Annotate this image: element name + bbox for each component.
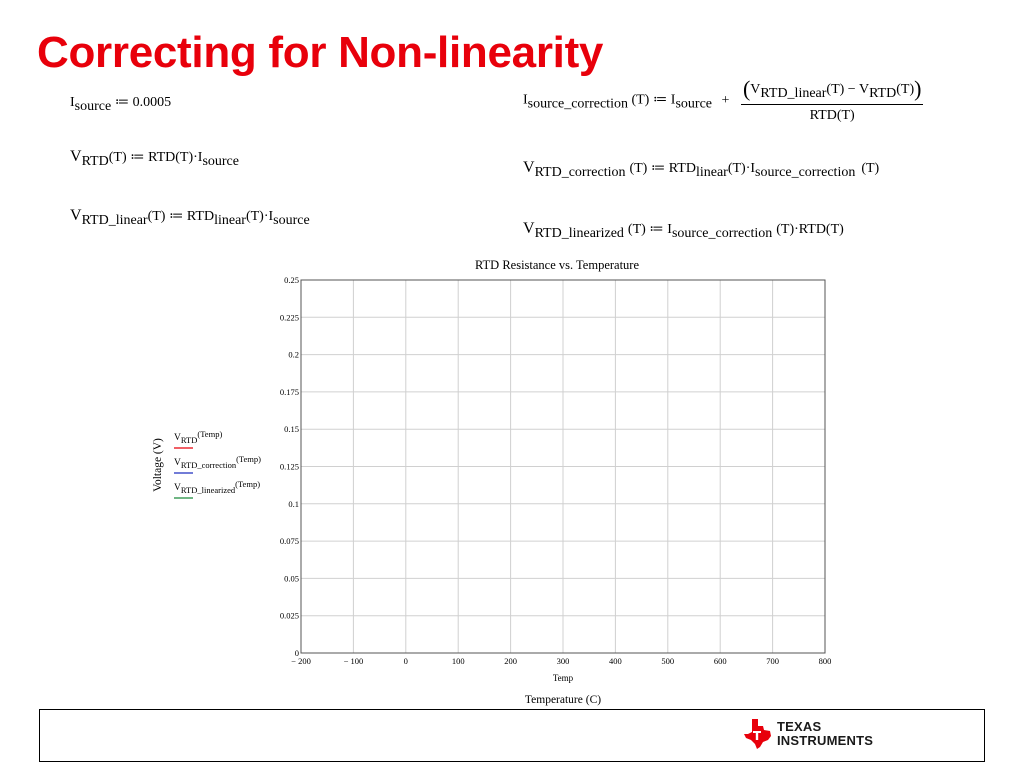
x-tick-label: 800	[819, 656, 832, 666]
chart-grid	[301, 280, 825, 653]
eq-base: V	[70, 207, 82, 224]
eq-mid-sub: linear	[695, 165, 728, 180]
eq-mid: (T) ≔ I	[627, 222, 672, 237]
x-tick-label: − 100	[344, 656, 364, 666]
legend-entry: VRTD(Temp)	[174, 429, 222, 449]
eq-sub: RTD_correction	[534, 165, 626, 180]
x-tick-label: − 200	[291, 656, 311, 666]
eq-num-v1-sub: RTD_linear	[760, 86, 827, 101]
y-tick-label: 0.125	[280, 462, 299, 472]
eq-rhs: (T) ≔ RTD(T)·I	[108, 150, 203, 165]
x-tick-label: 500	[661, 656, 674, 666]
ti-logo: Texas Instruments	[743, 718, 873, 750]
eq-base: I	[70, 95, 75, 110]
x-tick-label: 200	[504, 656, 517, 666]
legend-entry: VRTD_correction(Temp)	[174, 454, 261, 474]
eq-numerator: (VRTD_linear(T) − VRTD(T))	[740, 76, 924, 105]
eq-num-mid: (T) − V	[826, 82, 870, 97]
x-tick-label: 600	[714, 656, 727, 666]
eq-mid-sub: linear	[214, 213, 246, 228]
legend-entry: VRTD_linearized(Temp)	[174, 479, 260, 499]
y-axis-label: Voltage (V)	[152, 438, 164, 492]
y-tick-label: 0.05	[284, 573, 299, 583]
y-tick-label: 0.1	[288, 499, 299, 509]
eq-paren-open: (	[742, 76, 751, 101]
y-tick-label: 0.2	[288, 350, 299, 360]
eq-rhs-sub: source	[202, 154, 239, 169]
eq-num-v2-sub: RTD	[869, 86, 897, 101]
x-tick-labels: − 200 − 100 0 100 200 300 400 500 600 700 800	[291, 656, 831, 666]
eq-rhs: (T)·RTD(T)	[776, 222, 844, 237]
eq-sub: RTD_linear	[81, 213, 148, 228]
y-tick-label: 0.25	[284, 275, 299, 285]
chart-title: RTD Resistance vs. Temperature	[475, 258, 640, 272]
y-tick-labels: 0 0.025 0.05 0.075 0.1 0.125 0.15 0.175 0.2 0.225…	[280, 275, 299, 658]
equation-v-rtd-linearized: VRTD_linearized (T) ≔ Isource_correction(…	[523, 221, 844, 241]
legend-label: VRTD_linearized(Temp)	[174, 479, 260, 495]
chart-legend: VRTD(Temp) VRTD_correction(Temp) VRTD_line…	[174, 429, 261, 499]
equation-v-rtd: VRTD(T) ≔ RTD(T)·Isource	[70, 149, 239, 169]
equation-v-rtd-linear: VRTD_linear(T) ≔ RTDlinear(T)·Isource	[70, 208, 310, 228]
eq-sub: source_correction	[527, 96, 628, 112]
plot-frame	[300, 279, 826, 654]
eq-base: I	[523, 92, 528, 108]
ti-wordmark: Texas Instruments	[777, 720, 873, 748]
y-tick-label: 0	[295, 648, 299, 658]
eq-num-v1: V	[750, 82, 761, 97]
eq-end: (T)	[861, 161, 880, 176]
eq-sub: RTD_linearized	[534, 226, 624, 241]
x-tick-label: 100	[452, 656, 465, 666]
eq-paren-close: )	[914, 76, 922, 101]
x-tick-label: 700	[766, 656, 779, 666]
eq-base: V	[70, 148, 82, 165]
equation-v-rtd-correction: VRTD_correction (T) ≔ RTDlinear(T)·Isourc…	[523, 160, 879, 180]
equation-i-source-correction: Isource_correction (T) ≔ Isource + (VRTD…	[523, 76, 924, 123]
ti-wordmark-line2: Instruments	[777, 733, 874, 748]
eq-denominator: RTD(T)	[809, 108, 855, 123]
eq-base: V	[523, 159, 535, 176]
slide-title: Correcting for Non-linearity	[37, 28, 604, 77]
eq-mid: (T) ≔ RTD	[629, 161, 696, 176]
eq-mid-sub: source	[675, 96, 713, 112]
eq-mid: (T) ≔ RTD	[147, 209, 215, 224]
eq-num-end: (T)	[896, 82, 915, 97]
x-tick-label: 300	[557, 656, 570, 666]
eq-fraction: (VRTD_linear(T) − VRTD(T)) RTD(T)	[740, 76, 924, 123]
ti-state-icon	[744, 719, 771, 749]
eq-sub: source	[74, 99, 112, 114]
eq-rhs: (T)·I	[245, 209, 274, 224]
equation-i-source: Isource ≔ 0.0005	[70, 96, 171, 114]
x-axis-label: Temperature (C)	[525, 694, 601, 706]
eq-mid-sub: source_correction	[671, 226, 773, 241]
eq-rhs-sub: source	[273, 213, 310, 228]
eq-rhs: ≔ 0.0005	[111, 95, 172, 110]
legend-label: VRTD(Temp)	[174, 429, 222, 445]
ti-wordmark-line1: Texas	[777, 719, 822, 734]
x-tick-label: 0	[404, 656, 408, 666]
x-tick-label: 400	[609, 656, 622, 666]
eq-rhs-sub: source_correction	[755, 165, 856, 180]
eq-base: V	[523, 220, 535, 237]
y-tick-label: 0.025	[280, 611, 299, 621]
eq-plus: +	[721, 92, 730, 108]
eq-sub: RTD	[81, 154, 109, 169]
y-tick-label: 0.175	[280, 387, 299, 397]
y-tick-label: 0.225	[280, 312, 299, 322]
y-tick-label: 0.15	[284, 424, 299, 434]
y-tick-label: 0.075	[280, 536, 299, 546]
footer-box	[39, 709, 985, 762]
legend-label: VRTD_correction(Temp)	[174, 454, 261, 470]
eq-rhs: (T)·I	[727, 161, 756, 176]
x-variable-label: Temp	[553, 673, 574, 683]
eq-mid: (T) ≔ I	[631, 92, 676, 108]
